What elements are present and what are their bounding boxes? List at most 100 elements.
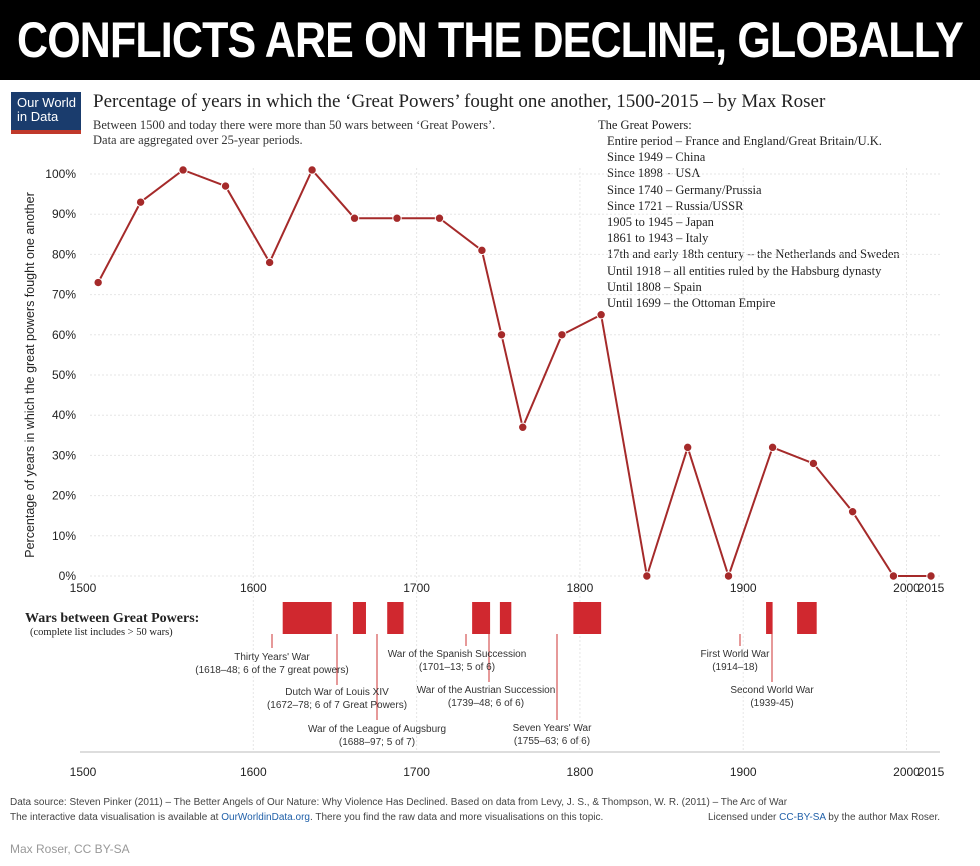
y-axis-label: Percentage of years in which the great p… <box>23 192 37 558</box>
logo-line-2: in Data <box>17 109 59 124</box>
data-point <box>496 330 507 340</box>
data-point <box>264 257 275 268</box>
y-tick-label: 40% <box>52 408 76 422</box>
x-tick-label: 1900 <box>730 581 757 595</box>
x-tick-label: 1600 <box>240 581 267 595</box>
war-label: (1688–97; 5 of 7) <box>339 737 415 748</box>
interactive-text: The interactive data visualisation is av… <box>10 812 222 823</box>
chart-title: Percentage of years in which the ‘Great … <box>93 91 826 112</box>
x-tick-label: 1500 <box>70 581 97 595</box>
subtitle-line-1: Between 1500 and today there were more t… <box>93 118 496 132</box>
y-tick-label: 70% <box>52 288 76 302</box>
war-bar <box>472 602 491 634</box>
war-label: (1618–48; 6 of the 7 great powers) <box>195 665 348 676</box>
data-point <box>723 571 734 581</box>
x-tick-label: 1800 <box>567 581 594 595</box>
great-powers-list: Entire period – France and England/Great… <box>607 133 900 311</box>
war-label: (1739–48; 6 of 6) <box>448 698 524 709</box>
data-point <box>220 181 231 191</box>
image-credit: Max Roser, CC BY-SA <box>10 842 130 856</box>
data-point <box>557 330 567 340</box>
x-tick-label: 2000 <box>893 581 920 595</box>
data-source-note: Data source: Steven Pinker (2011) – The … <box>10 797 788 808</box>
war-label: First World War <box>701 649 771 660</box>
data-point <box>642 571 652 581</box>
license-text-end: by the author Max Roser. <box>825 812 941 823</box>
war-label: Second World War <box>730 685 814 696</box>
y-tick-label: 20% <box>52 489 76 503</box>
war-label: (1701–13; 5 of 6) <box>419 662 495 673</box>
owid-logo[interactable]: Our World in Data <box>11 92 81 134</box>
war-label: (1755–63; 6 of 6) <box>514 736 590 747</box>
headline: CONFLICTS ARE ON THE DECLINE, GLOBALLY <box>17 12 964 68</box>
great-power-item: 1861 to 1943 – Italy <box>607 231 709 246</box>
data-point <box>307 165 317 175</box>
great-power-item: 1905 to 1945 – Japan <box>607 214 714 229</box>
license-note: Licensed under CC-BY-SA by the author Ma… <box>708 812 940 823</box>
war-bar <box>352 602 366 634</box>
interactive-text-end: . There you find the raw data and more v… <box>309 812 604 823</box>
data-point <box>518 422 528 432</box>
data-point <box>926 571 936 581</box>
y-tick-label: 90% <box>52 207 76 221</box>
data-point <box>477 245 487 256</box>
great-power-item: Until 1699 – the Ottoman Empire <box>607 295 776 310</box>
war-label: Seven Years' War <box>513 723 592 734</box>
owid-link[interactable]: OurWorldinData.org <box>221 812 310 823</box>
license-link[interactable]: CC-BY-SA <box>779 812 826 823</box>
interactive-note: The interactive data visualisation is av… <box>10 812 603 823</box>
data-point <box>349 213 360 223</box>
data-point <box>135 197 146 207</box>
timeline-tick-label: 1600 <box>240 765 267 779</box>
x-tick-label: 2015 <box>918 581 945 595</box>
data-point <box>847 506 858 517</box>
y-tick-label: 10% <box>52 529 76 543</box>
great-power-item: Since 1949 – China <box>607 150 706 165</box>
headline-banner: CONFLICTS ARE ON THE DECLINE, GLOBALLY <box>0 0 980 80</box>
y-tick-label: 100% <box>45 167 76 181</box>
y-tick-label: 60% <box>52 328 76 342</box>
war-label: (1939-45) <box>750 698 793 709</box>
y-tick-label: 0% <box>59 569 77 583</box>
war-label: Thirty Years' War <box>234 652 310 663</box>
y-tick-label: 50% <box>52 368 76 382</box>
great-power-item: Until 1918 – all entities ruled by the H… <box>607 263 882 278</box>
data-point <box>93 277 103 288</box>
war-label: War of the Spanish Succession <box>388 649 527 660</box>
license-text: Licensed under <box>708 812 780 823</box>
war-label: (1672–78; 6 of 7 Great Powers) <box>267 700 407 711</box>
war-label: Dutch War of Louis XIV <box>285 687 389 698</box>
data-point <box>682 442 693 453</box>
war-bar <box>573 602 602 634</box>
war-bar <box>499 602 512 634</box>
timeline-tick-label: 1800 <box>567 765 594 779</box>
timeline-tick-label: 2015 <box>918 765 945 779</box>
timeline-tick-label: 1500 <box>70 765 97 779</box>
logo-line-1: Our World <box>17 95 76 110</box>
y-tick-label: 80% <box>52 247 76 261</box>
subtitle-line-2: Data are aggregated over 25-year periods… <box>93 133 303 147</box>
data-point <box>596 310 606 320</box>
great-powers-heading: The Great Powers: <box>598 118 692 132</box>
data-point <box>808 458 819 469</box>
war-bar <box>387 602 404 634</box>
wars-subtitle: (complete list includes > 50 wars) <box>30 627 173 638</box>
war-label: War of the League of Augsburg <box>308 724 446 735</box>
timeline-tick-label: 1900 <box>730 765 757 779</box>
great-power-item: Since 1898 – USA <box>607 166 701 181</box>
wars-title: Wars between Great Powers: <box>25 611 200 626</box>
timeline-tick-label: 1700 <box>403 765 430 779</box>
data-point <box>888 571 899 581</box>
data-point <box>434 213 445 223</box>
war-bar <box>282 602 332 634</box>
war-bar <box>797 602 817 634</box>
great-power-item: 17th and early 18th century – the Nether… <box>607 247 900 262</box>
war-label: War of the Austrian Succession <box>417 685 556 696</box>
y-tick-label: 30% <box>52 448 76 462</box>
great-power-item: Since 1721 – Russia/USSR <box>607 198 744 213</box>
data-point <box>767 442 778 453</box>
war-bar <box>766 602 773 634</box>
x-tick-label: 1700 <box>403 581 430 595</box>
war-label: (1914–18) <box>712 662 758 673</box>
data-point <box>392 213 402 223</box>
